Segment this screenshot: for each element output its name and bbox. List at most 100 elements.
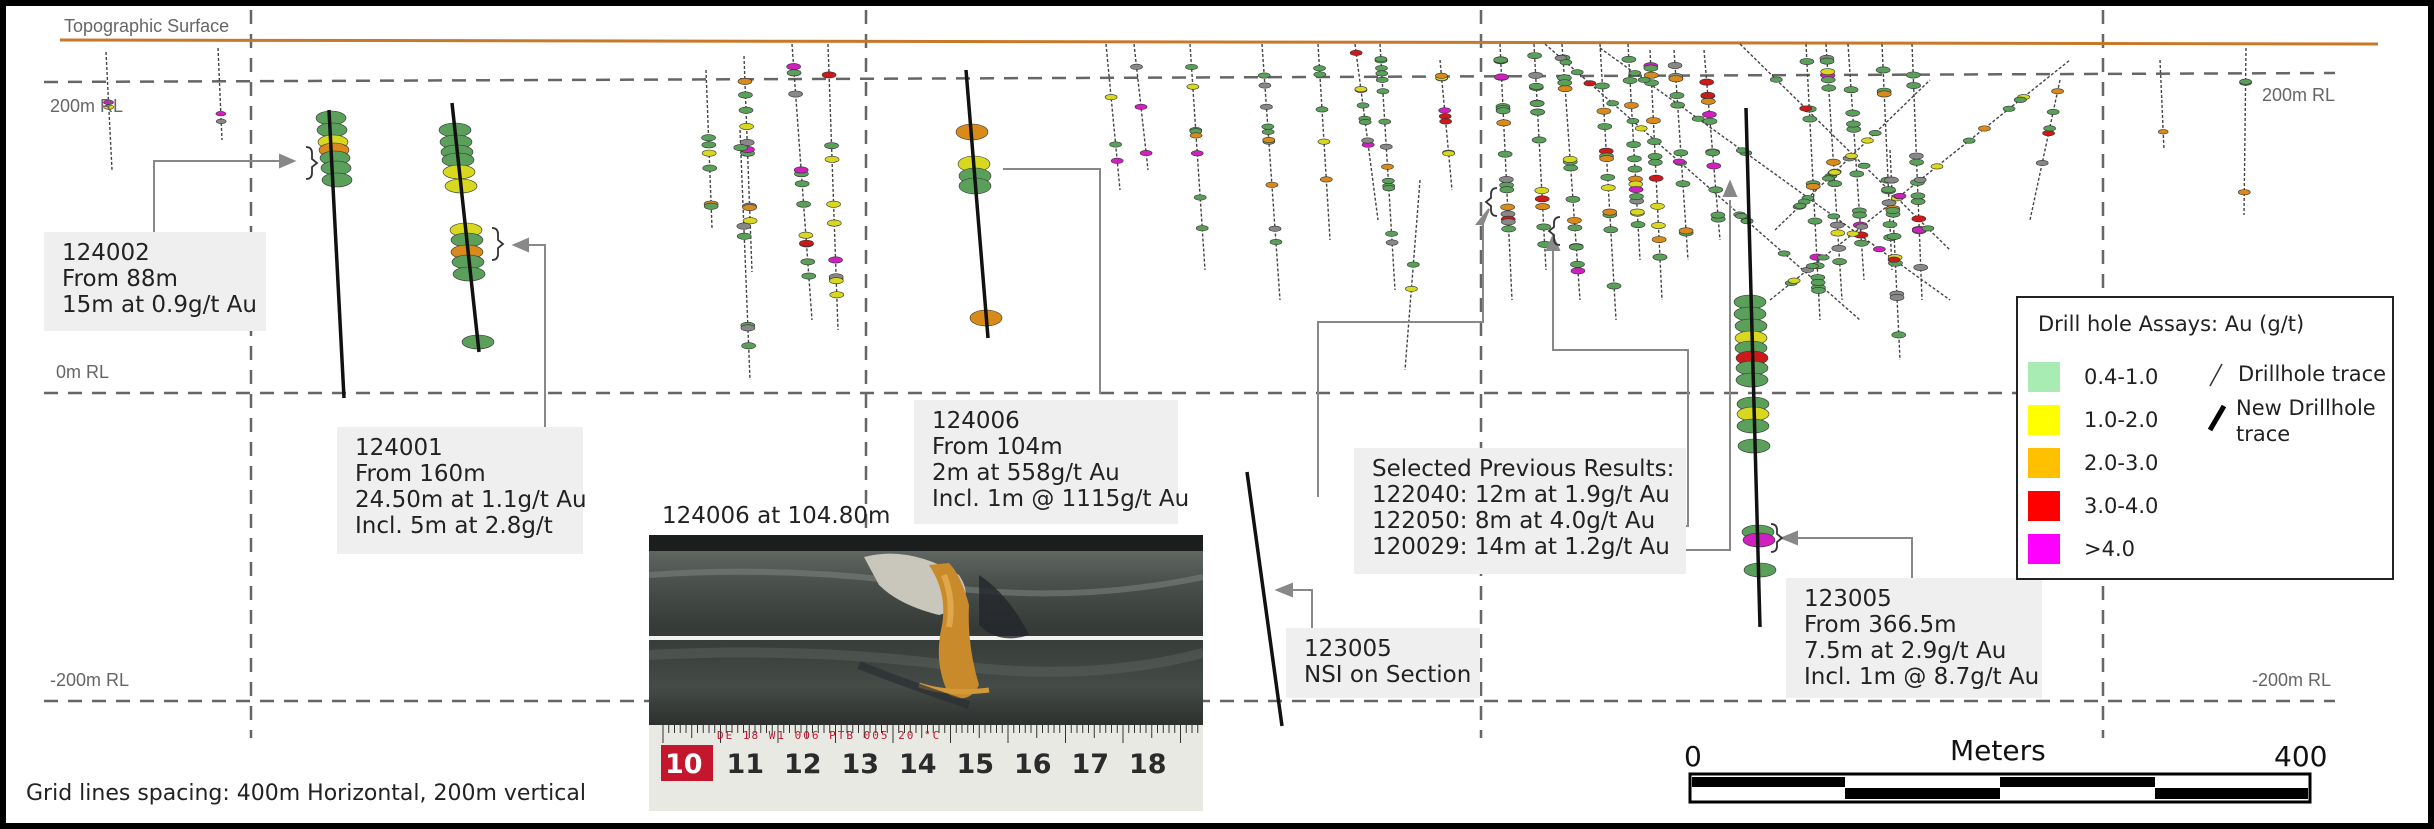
assay-disc [1104,94,1118,101]
rl-label-0-left: 0m RL [56,362,110,382]
assay-disc [2239,78,2252,85]
assay-disc [1534,195,1550,203]
assay-disc-124002 [321,172,353,188]
assay-disc [1627,165,1643,173]
assay-disc [701,141,717,149]
assay-disc [738,91,753,99]
assay-disc [1435,72,1448,79]
assay-disc [1827,180,1843,188]
assay-disc [1269,238,1283,245]
assay-discs [103,49,2252,578]
assay-disc [1597,123,1613,130]
drillhole-trace-symbol [2209,363,2223,387]
legend-swatch [2028,491,2060,521]
assay-disc [1701,97,1716,105]
assay-disc [1557,79,1573,87]
assay-disc [1536,223,1552,231]
previous-result-122040: 122040: 12m at 1.9g/t Au [1372,482,1670,508]
assay-disc [2046,108,2060,115]
leader-124001 [528,244,546,427]
bracket-124002 [305,146,319,180]
assay-disc [1889,294,1905,301]
ruler-number: 16 [1014,749,1052,780]
topographic-surface-line [59,38,2379,46]
assay-disc [1375,70,1389,77]
callout-124002-result: 15m at 0.9g/t Au [62,292,257,318]
assay-disc [1861,137,1874,144]
arrow-122040 [1474,208,1490,225]
assay-disc [2051,88,2064,95]
assay-disc [1621,55,1637,63]
assay-disc [1911,215,1927,223]
assay-disc [1317,138,1331,145]
new-trace-123005-nsi [1245,471,1284,727]
core-photo-image [649,535,1203,811]
assay-disc [1868,130,1882,137]
leader-123005 [1797,537,1913,578]
drillhole-trace [1379,43,1396,291]
previous-results-title: Selected Previous Results: [1372,456,1675,482]
assay-disc [1528,71,1543,79]
assay-disc [1500,203,1515,211]
assay-disc [1376,88,1390,95]
assay-disc [1805,183,1821,190]
assay-disc [1528,82,1544,90]
assay-disc [1405,285,1418,292]
drillhole-trace [1439,59,1453,191]
assay-disc [1139,150,1153,157]
legend-range-label: 3.0-4.0 [2084,494,2159,518]
legend-item: >4.0 [2028,534,2198,564]
assay-disc [1799,105,1812,112]
previous-result-122050: 122050: 8m at 4.0g/t Au [1372,508,1656,534]
assay-disc [1887,256,1901,263]
assay-disc [824,155,840,163]
assay-disc [1885,207,1901,214]
assay-disc [1624,101,1639,109]
assay-disc [1855,223,1869,230]
assay-disc [1651,236,1667,243]
assay-disc [742,217,758,225]
assay-disc [1962,137,1976,144]
ruler-ticks [662,725,1199,743]
grid-line-200rl [43,71,2336,84]
drillhole-trace [2029,79,2061,221]
callout-123005-from: From 366.5m [1804,612,1957,638]
drillhole-trace [1599,43,1617,321]
drillhole-trace [1881,43,1893,271]
assay-disc [1375,76,1389,83]
assay-disc [1628,186,1644,193]
callout-124001-hole: 124001 [355,435,443,461]
callout-124006-from: From 104m [932,434,1063,460]
legend-range-label: 1.0-2.0 [2084,408,2159,432]
legend-item: 0.4-1.0 [2028,362,2198,392]
assay-disc [1740,218,1754,225]
assay-disc [1678,227,1694,235]
drillhole-trace [827,43,839,331]
ruler-small-text: DE 18 W1 006 PTB 005 20 °C [717,729,942,742]
assay-disc [1529,99,1545,107]
new-drillhole-trace-symbol [2207,404,2227,432]
callout-124006-hole: 124006 [932,408,1020,434]
assay-disc [1499,176,1514,183]
assay-disc [1810,279,1826,286]
assay-disc [1313,65,1326,72]
assay-disc [1534,187,1550,194]
callout-124006-incl: Incl. 1m @ 1115g/t Au [932,486,1190,512]
legend-item: 3.0-4.0 [2028,491,2198,521]
assay-disc [1843,86,1859,94]
assay-disc [1893,192,1907,199]
assay-disc [788,90,803,98]
callout-124001-incl: Incl. 5m at 2.8g/t [355,513,553,539]
core-photo: DE 18 W1 006 PTB 005 20 °C 10 11 12 13 14 15 1… [649,535,1203,811]
previous-result-120029: 120029: 14m at 1.2g/t Au [1372,534,1670,560]
assay-disc [1643,71,1659,79]
assay-disc [1699,78,1715,86]
assay-disc [1799,58,1815,65]
ruler-number: 15 [956,749,995,780]
assay-disc [1626,118,1640,125]
drillhole-trace [1189,43,1206,271]
assay-disc [1647,153,1663,160]
new-trace-124002 [327,109,346,399]
assay-disc [1570,267,1586,275]
